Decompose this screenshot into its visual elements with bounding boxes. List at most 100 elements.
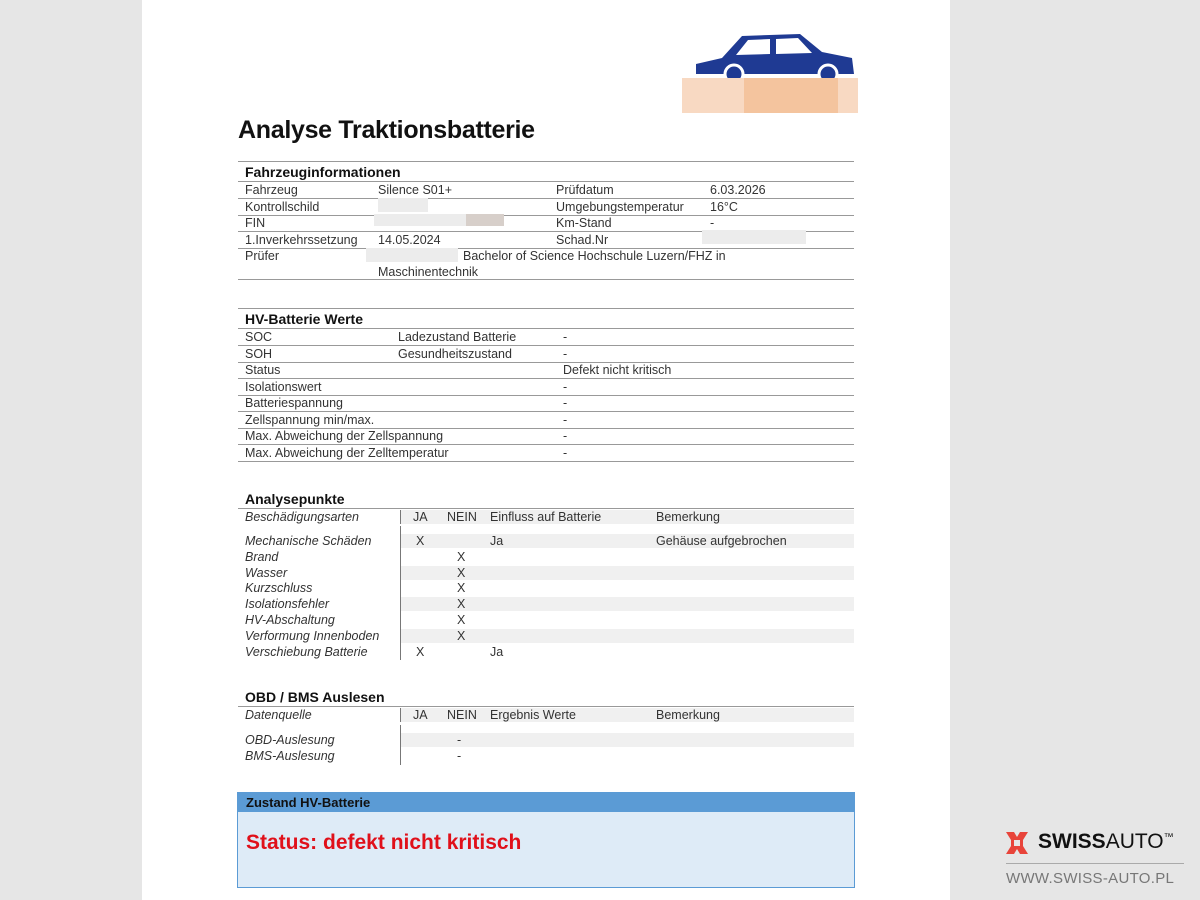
zustand-status: Status: defekt nicht kritisch	[246, 831, 522, 854]
column-divider	[400, 564, 401, 582]
field-value: 14.05.2024	[378, 232, 441, 247]
field-value: 16°C	[710, 199, 738, 214]
pruefer-qualification: Maschinentechnik	[378, 265, 479, 279]
field-label: Prüfer	[245, 249, 280, 263]
column-divider	[400, 627, 401, 645]
pruefer-qualification: Bachelor of Science Hochschule Luzern/FH…	[463, 249, 726, 263]
redacted-fin	[466, 214, 504, 226]
column-divider	[400, 612, 401, 629]
column-header: JA	[413, 708, 428, 722]
row-band	[400, 565, 854, 580]
divider	[238, 247, 854, 249]
column-header: Bemerkung	[656, 708, 720, 722]
divider	[238, 427, 854, 429]
cell-value: Ja	[490, 534, 504, 548]
divider	[238, 198, 854, 199]
hv-label: Max. Abweichung der Zelltemperatur	[245, 445, 449, 460]
cell-value: X	[457, 628, 466, 643]
column-divider	[400, 708, 401, 722]
divider	[238, 328, 854, 329]
hv-value: -	[563, 346, 568, 361]
divider	[238, 394, 854, 396]
row-label: Verschiebung Batterie	[245, 644, 368, 659]
field-value: 6.03.2026	[710, 183, 766, 197]
divider	[238, 706, 854, 707]
redacted-schad-nr	[702, 230, 806, 244]
cell-value: X	[457, 581, 466, 596]
hv-description: Gesundheitszustand	[398, 346, 512, 361]
divider	[238, 378, 854, 379]
row-label: Kurzschluss	[245, 581, 313, 596]
divider	[238, 279, 854, 280]
divider	[238, 231, 854, 232]
row-band	[400, 733, 854, 747]
document-page	[142, 0, 950, 900]
cell-value: X	[416, 534, 425, 548]
field-label: Fahrzeug	[245, 183, 298, 197]
zustand-header: Zustand HV-Batterie	[238, 793, 854, 812]
section-heading: HV-Batterie Werte	[245, 311, 364, 327]
section-heading: Fahrzeuginformationen	[245, 164, 401, 180]
section-heading: Analysepunkte	[245, 491, 345, 507]
field-value: Silence S01+	[378, 183, 453, 197]
hv-value: -	[563, 330, 568, 344]
row-band	[400, 628, 854, 643]
column-divider	[400, 725, 401, 749]
divider	[238, 444, 854, 445]
column-divider	[400, 548, 401, 566]
row-band	[400, 510, 854, 524]
redacted-pruefer-name	[366, 248, 458, 262]
divider	[238, 508, 854, 509]
row-label: Verformung Innenboden	[245, 628, 380, 643]
field-label: Kontrollschild	[245, 199, 320, 214]
field-label: FIN	[245, 216, 266, 230]
cell-value: X	[457, 549, 466, 564]
divider	[238, 345, 854, 346]
hv-label: Isolationswert	[245, 379, 322, 394]
brand-light: AUTO	[1105, 830, 1164, 853]
row-label: HV-Abschaltung	[245, 613, 335, 627]
row-label: Brand	[245, 549, 279, 564]
row-label: OBD-Auslesung	[245, 733, 335, 747]
column-header: Einfluss auf Batterie	[490, 510, 602, 524]
page-title: Analyse Traktionsbatterie	[238, 116, 535, 144]
row-label: Isolationsfehler	[245, 597, 330, 612]
column-header: NEIN	[447, 510, 477, 524]
field-label: 1.Inverkehrssetzung	[245, 232, 358, 247]
field-label: Prüfdatum	[556, 183, 614, 197]
hv-label: Batteriespannung	[245, 396, 343, 410]
hv-label: Status	[245, 363, 281, 377]
divider	[238, 308, 854, 309]
column-divider	[400, 643, 401, 661]
field-label: Km-Stand	[556, 216, 612, 230]
brand-bold: SWISS	[1038, 830, 1106, 853]
column-divider	[400, 748, 401, 765]
hv-value: -	[563, 396, 568, 410]
divider	[238, 460, 854, 462]
column-divider	[400, 510, 401, 524]
field-label: Umgebungstemperatur	[556, 199, 684, 214]
divider	[238, 411, 854, 412]
redacted-plate	[378, 198, 428, 212]
field-value: -	[710, 216, 715, 230]
hv-label: SOC	[245, 330, 273, 344]
hv-label: SOH	[245, 346, 273, 361]
column-header: Datenquelle	[245, 708, 312, 722]
divider	[238, 161, 854, 162]
hv-value: -	[563, 429, 568, 443]
cell-value: -	[457, 733, 462, 747]
brand-divider	[1006, 863, 1184, 864]
column-divider	[400, 596, 401, 613]
hv-value: -	[563, 445, 568, 460]
cell-value: -	[457, 749, 462, 763]
divider	[238, 181, 854, 182]
row-label: BMS-Auslesung	[245, 749, 335, 763]
brand-url: WWW.SWISS-AUTO.PL	[1006, 870, 1175, 887]
divider	[238, 214, 854, 216]
row-label: Mechanische Schäden	[245, 534, 372, 548]
hv-value: -	[563, 379, 568, 394]
cell-value: Gehäuse aufgebrochen	[656, 534, 787, 548]
redacted-fin	[374, 214, 466, 226]
zustand-box: Zustand HV-Batterie Status: defekt nicht…	[237, 792, 855, 888]
hv-label: Max. Abweichung der Zellspannung	[245, 429, 444, 443]
